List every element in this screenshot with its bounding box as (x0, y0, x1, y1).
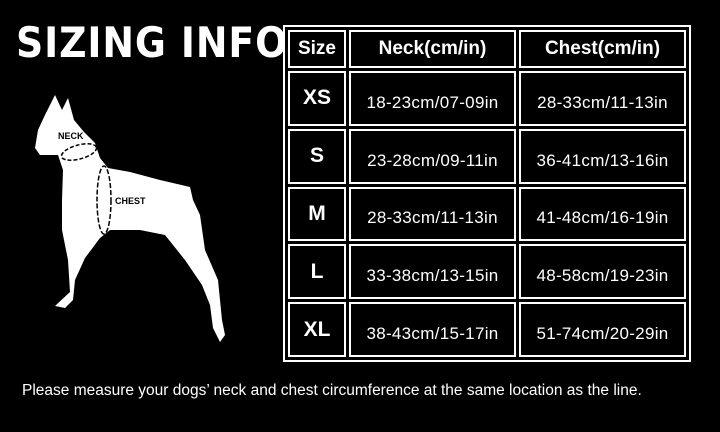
table-row: XL 38-43cm/15-17in 51-74cm/20-29in (288, 302, 686, 357)
table-row: M 28-33cm/11-13in 41-48cm/16-19in (288, 186, 686, 242)
size-cell: S (288, 128, 346, 184)
size-cell: XS (288, 71, 346, 126)
neck-measure-line (60, 143, 98, 161)
chest-cell: 41-48cm/16-19in (519, 186, 686, 242)
chest-cell: 48-58cm/19-23in (519, 244, 686, 300)
neck-label: NECK (58, 131, 84, 141)
chest-cell: 36-41cm/13-16in (519, 128, 686, 184)
header-chest: Chest(cm/in) (519, 30, 686, 68)
neck-cell: 38-43cm/15-17in (349, 302, 516, 357)
measurement-note: Please measure your dogs’ neck and chest… (22, 382, 642, 399)
size-table: Size Neck(cm/in) Chest(cm/in) XS 18-23cm… (283, 25, 691, 362)
size-cell: XL (288, 302, 346, 357)
page-title: SIZING INFO (16, 18, 289, 67)
chest-cell: 51-74cm/20-29in (519, 302, 686, 357)
table-row: L 33-38cm/13-15in 48-58cm/19-23in (288, 244, 686, 300)
size-cell: L (288, 244, 346, 300)
neck-cell: 23-28cm/09-11in (349, 128, 516, 184)
chest-cell: 28-33cm/11-13in (519, 71, 686, 126)
neck-cell: 18-23cm/07-09in (349, 71, 516, 126)
header-size: Size (288, 30, 346, 68)
table-header-row: Size Neck(cm/in) Chest(cm/in) (288, 30, 686, 68)
header-neck: Neck(cm/in) (349, 30, 516, 68)
dog-silhouette: NECK CHEST (35, 95, 225, 342)
size-cell: M (288, 186, 346, 242)
chest-label: CHEST (115, 196, 146, 206)
neck-cell: 33-38cm/13-15in (349, 244, 516, 300)
chest-measure-line (96, 165, 112, 235)
table-row: XS 18-23cm/07-09in 28-33cm/11-13in (288, 71, 686, 126)
table-row: S 23-28cm/09-11in 36-41cm/13-16in (288, 128, 686, 184)
neck-cell: 28-33cm/11-13in (349, 186, 516, 242)
